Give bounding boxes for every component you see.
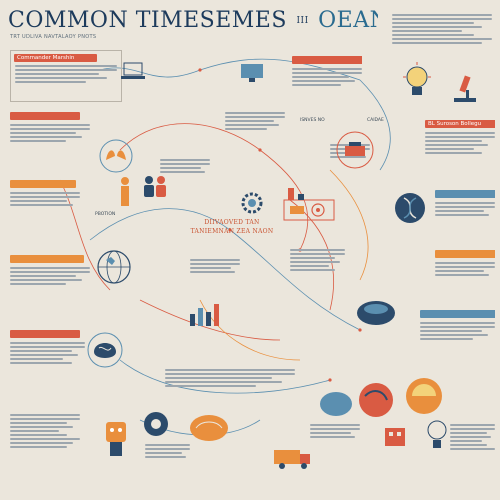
text-block-15 [290,245,345,290]
text-block-6 [10,410,80,480]
text-block-4 [10,255,90,300]
gear-icon [241,192,263,214]
mini-label-2: CAIDAE [367,118,384,123]
microscope-icon [454,75,476,102]
orange-orb-icon [359,383,393,417]
bulb-outline-icon [427,420,447,448]
text-block-1: Commander Marshin [10,50,122,102]
tools-icon [336,131,374,169]
cloud-icon [320,392,352,416]
text-block-2 [10,112,90,152]
target-icon [144,412,168,436]
people-icon [144,176,166,197]
figure-icon [121,177,129,206]
center-label: DIIVAOVED TAN TANIEMNAN ZEA NAON [190,219,274,235]
text-block-14 [160,155,210,190]
building-icon [385,428,405,446]
text-block-top-right [392,10,492,60]
page-title: COMMON TIMESEMES III OEAN INVATOR [8,8,378,33]
text-block-11 [420,310,495,360]
text-block-17 [165,365,295,400]
title-separator: III [296,16,309,26]
rocket-icon [190,415,228,441]
dna-icon [395,193,425,223]
mini-label-3: PBOTION [95,212,116,217]
monitor-icon [241,64,263,82]
lightbulb-icon [403,62,431,95]
text-block-9 [435,190,495,230]
hands-icon [99,139,133,173]
globe-icon [97,250,131,284]
laptop-icon [121,62,145,79]
text-block-18 [145,440,190,470]
text-block-16 [190,255,240,285]
brain-icon [87,332,123,368]
truck-icon [274,450,310,469]
robot-icon [106,422,126,456]
text-block-13 [225,108,285,143]
text-block-12 [450,420,495,480]
flask-icon [357,301,395,325]
page-subtitle: TRT UDLIVA NAVTALAOY PNOTS [10,34,97,40]
text-block-3 [10,180,80,220]
text-block-5 [10,330,85,385]
text-block-7 [292,56,362,96]
text-block-8: BL Suroson Bollegu [425,120,495,175]
sun-icon [406,378,442,414]
mini-label-1: ISNVES NO [300,118,325,123]
chart-icon [190,304,219,326]
text-block-10 [435,250,495,290]
factory-icon [283,188,335,221]
text-block-19 [310,420,360,450]
